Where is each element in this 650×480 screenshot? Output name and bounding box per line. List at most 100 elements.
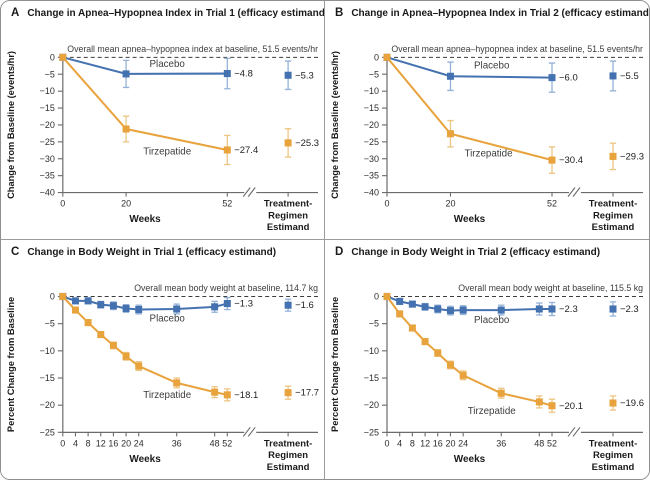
axis-ticks [382,295,614,437]
placebo-series-label: Placebo [474,315,510,326]
placebo-estimand-value-label: −1.6 [295,300,314,311]
placebo-marker [223,70,231,78]
tirzepatide-estimand-value-label: −17.7 [295,388,319,399]
svg-text:12: 12 [420,439,430,449]
svg-text:12: 12 [96,438,106,448]
svg-text:Regimen: Regimen [268,450,308,461]
tirzepatide-week52-value-label: −27.4 [234,145,259,156]
y-axis-label: Percent Change from Baseline [330,297,340,432]
svg-text:4: 4 [73,438,78,448]
tirzepatide-marker [446,361,454,369]
series-tirzepatide: −30.4 −29.3 Tirzepatide [383,53,644,174]
svg-text:−5: −5 [45,319,55,329]
panel-c-title: C Change in Body Weight in Trial 1 (effi… [1,240,324,260]
placebo-marker [109,302,117,310]
svg-text:−35: −35 [364,171,379,181]
placebo-line [386,295,552,312]
svg-text:−5: −5 [369,319,379,329]
y-axis-label: Percent Change from Baseline [6,297,16,432]
tirzepatide-marker [59,53,67,61]
svg-text:−10: −10 [40,346,55,356]
axis-tick-labels: 0−5−10−15−20−250 4 8 12 16 20 24 36 48 52 [364,291,557,448]
panel-d-letter: D [335,246,344,258]
placebo-marker [548,74,556,82]
axis-break-icon [242,187,256,197]
panel-a-title-text: Change in Apnea–Hypopnea Index in Trial … [27,8,325,19]
tirzepatide-week52-value-label: −18.1 [234,390,258,401]
tirzepatide-marker [408,324,416,332]
panel-d-title: D Change in Body Weight in Trial 2 (effi… [325,240,649,260]
placebo-marker [223,300,231,308]
tirzepatide-series-label: Tirzepatide [465,148,514,159]
svg-text:4: 4 [397,439,402,449]
tirzepatide-line [386,56,553,162]
panel-b-title: B Change in Apnea–Hypopnea Index in Tria… [325,1,649,21]
axis-break-icon [242,426,256,437]
svg-text:−5: −5 [369,69,379,79]
placebo-estimand-value-label: −5.5 [620,71,639,82]
svg-text:0: 0 [374,52,379,62]
placebo-line [386,56,553,79]
baseline-note: Overall mean body weight at baseline, 11… [458,283,643,293]
svg-text:−35: −35 [40,171,55,181]
svg-text:−25: −25 [364,427,379,437]
panel-b-plot: Overall mean apnea–hypopnea index at bas… [330,44,644,233]
series-placebo: −6.0 −5.5 Placebo [383,53,639,93]
series-tirzepatide: −18.1 −17.7 Tirzepatide [59,292,319,402]
placebo-marker [122,304,130,313]
svg-text:−20: −20 [364,120,379,130]
tirzepatide-error-bars [396,311,617,413]
placebo-marker [434,305,442,313]
svg-text:Treatment-: Treatment- [264,199,312,210]
panel-d-plot: Overall mean body weight at baseline, 11… [330,283,644,473]
placebo-week52-value-label: −4.8 [234,69,253,80]
series-placebo: −1.3 −1.6 Placebo [59,292,314,325]
placebo-line [62,56,228,75]
svg-text:−10: −10 [364,86,379,96]
panel-c: C Change in Body Weight in Trial 1 (effi… [1,240,325,479]
svg-text:−10: −10 [40,86,55,96]
panel-a: A Change in Apnea–Hypopnea Index in Tria… [1,1,325,240]
tirzepatide-estimand-marker [284,389,292,397]
svg-text:16: 16 [108,438,118,448]
tirzepatide-line [62,295,228,396]
svg-text:Treatment-: Treatment- [264,438,312,449]
axis-ticks [57,295,289,437]
svg-text:0: 0 [50,52,55,62]
placebo-estimand-marker [609,305,617,313]
placebo-marker [396,297,404,305]
tirzepatide-marker [122,125,130,133]
svg-text:0: 0 [60,199,65,209]
tirzepatide-marker [71,306,79,314]
x-axis-label: Weeks [454,454,486,465]
svg-text:20: 20 [121,438,131,448]
tirzepatide-estimand-marker [609,399,617,407]
axis-tick-labels: 0 −5 −10 −15 −20 −25 −30 −35 −40 0 20 52 [364,52,557,208]
svg-text:−20: −20 [364,400,379,410]
series-placebo: −2.3 −2.3 Placebo [383,292,639,326]
svg-text:0: 0 [384,199,389,209]
svg-text:52: 52 [222,199,232,209]
panel-d-title-text: Change in Body Weight in Trial 2 (effica… [351,247,601,258]
svg-text:52: 52 [547,199,557,209]
tirzepatide-marker [84,319,92,327]
placebo-marker [535,305,543,313]
svg-text:−15: −15 [40,103,55,113]
svg-text:−40: −40 [364,188,379,198]
svg-text:−15: −15 [40,373,55,383]
series-tirzepatide: −20.1 −19.6 Tirzepatide [383,292,644,417]
baseline-note: Overall mean body weight at baseline, 11… [134,283,318,293]
svg-text:8: 8 [86,438,91,448]
svg-text:52: 52 [222,438,232,448]
x-axis-label: Weeks [454,214,486,225]
svg-text:0: 0 [374,291,379,301]
chart-axes [62,57,319,194]
placebo-marker [122,70,130,78]
tirzepatide-week52-value-label: −30.4 [559,155,584,166]
panel-b: B Change in Apnea–Hypopnea Index in Tria… [325,1,649,240]
placebo-line [62,295,228,311]
tirzepatide-marker [535,398,543,406]
placebo-marker [84,297,92,305]
